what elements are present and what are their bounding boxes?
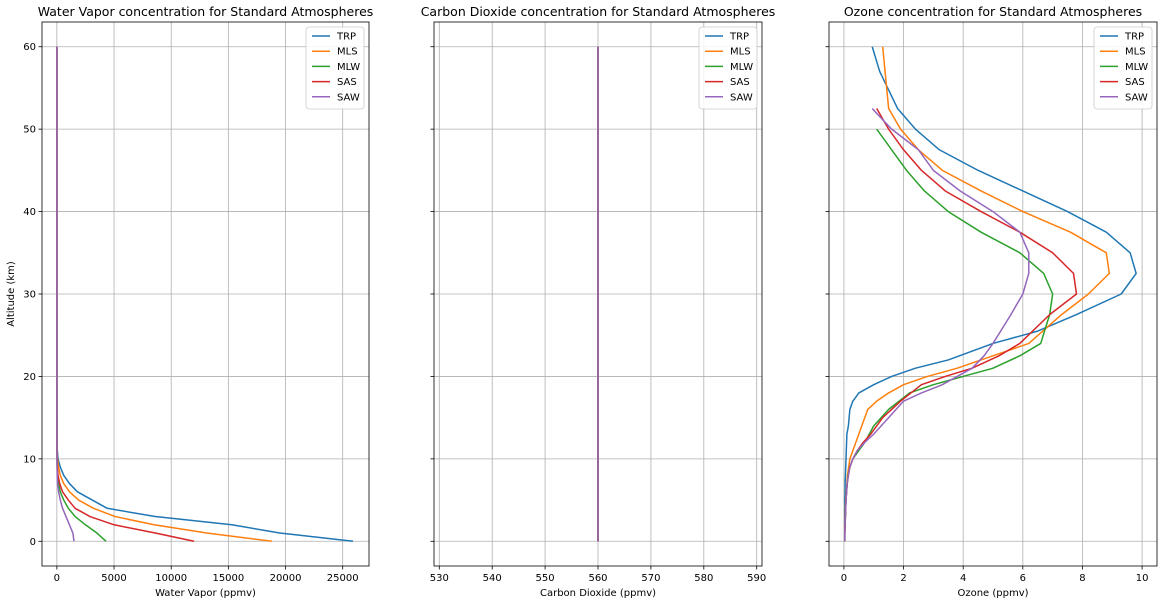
chart-title: Carbon Dioxide concentration for Standar… [421, 4, 776, 19]
x-tick-label: 20000 [270, 573, 302, 584]
legend-label-trp: TRP [336, 32, 356, 43]
x-axis-label: Water Vapor (ppmv) [155, 588, 256, 599]
legend-label-saw: SAW [1125, 92, 1148, 103]
y-tick-label: 10 [23, 454, 36, 465]
chart-title: Ozone concentration for Standard Atmosph… [844, 4, 1142, 19]
legend-label-sas: SAS [1125, 77, 1145, 88]
y-tick-label: 40 [23, 207, 36, 218]
y-tick-label: 50 [23, 125, 36, 136]
legend-label-saw: SAW [730, 92, 753, 103]
x-tick-label: 5000 [101, 573, 126, 584]
x-tick-label: 0 [54, 573, 60, 584]
x-tick-label: 8 [1079, 573, 1085, 584]
x-axis-label: Carbon Dioxide (ppmv) [540, 588, 656, 599]
x-tick-label: 550 [536, 573, 555, 584]
x-axis-label: Ozone (ppmv) [957, 588, 1028, 599]
legend-label-sas: SAS [730, 77, 750, 88]
x-tick-label: 4 [960, 573, 966, 584]
legend-label-trp: TRP [1124, 32, 1144, 43]
y-tick-label: 20 [23, 372, 36, 383]
series-line-saw [845, 109, 1029, 542]
y-tick-label: 60 [23, 42, 36, 53]
legend: TRP MLS MLW SAS SAW [699, 27, 757, 109]
x-tick-label: 590 [747, 573, 766, 584]
legend-label-saw: SAW [337, 92, 360, 103]
x-tick-label: 0 [841, 573, 847, 584]
x-tick-label: 570 [641, 573, 660, 584]
legend-label-mls: MLS [1125, 47, 1146, 58]
legend-label-trp: TRP [729, 32, 749, 43]
legend-label-sas: SAS [337, 77, 357, 88]
legend: TRP MLS MLW SAS SAW [1094, 27, 1152, 109]
x-tick-label: 560 [588, 573, 607, 584]
legend-label-mlw: MLW [337, 62, 360, 73]
x-tick-label: 10 [1136, 573, 1149, 584]
x-tick-label: 15000 [212, 573, 244, 584]
legend-label-mlw: MLW [1125, 62, 1148, 73]
x-tick-label: 540 [483, 573, 502, 584]
x-tick-label: 580 [694, 573, 713, 584]
y-tick-label: 30 [23, 290, 36, 301]
x-tick-label: 530 [430, 573, 449, 584]
legend-label-mls: MLS [337, 47, 358, 58]
x-tick-label: 10000 [155, 573, 187, 584]
legend: TRP MLS MLW SAS SAW [306, 27, 364, 109]
y-tick-label: 0 [30, 537, 36, 548]
y-axis-label: Altitude (km) [6, 261, 17, 327]
legend-label-mls: MLS [730, 47, 751, 58]
panel-1: 0 5000 10000 15000 20000 25000 0 10 20 30 40 50 60 Wa… [6, 4, 373, 599]
panel-2: 530 540 550 560 570 580 590 Carbon Dioxide conc… [421, 4, 776, 599]
x-tick-label: 6 [1020, 573, 1026, 584]
panel-3: 0 2 4 6 8 10 Ozone concentration for Standard … [826, 4, 1158, 599]
x-tick-label: 25000 [327, 573, 359, 584]
x-tick-label: 2 [900, 573, 906, 584]
legend-label-mlw: MLW [730, 62, 753, 73]
chart-title: Water Vapor concentration for Standard A… [38, 4, 374, 19]
series-line-sas [845, 109, 1077, 542]
